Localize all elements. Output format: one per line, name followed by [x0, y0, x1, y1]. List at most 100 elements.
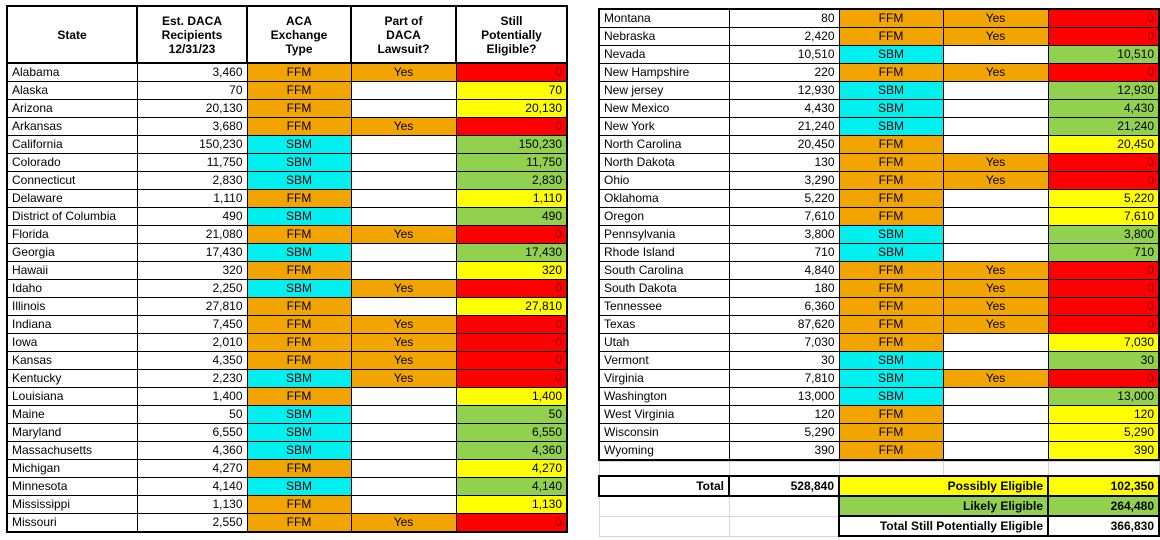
exchange-type-cell[interactable]: SBM: [246, 207, 352, 226]
lawsuit-cell[interactable]: Yes: [350, 225, 457, 244]
state-cell[interactable]: Washington: [598, 387, 730, 406]
lawsuit-cell[interactable]: Yes: [350, 369, 457, 388]
column-header-recipients[interactable]: Est. DACA Recipients 12/31/23: [136, 5, 248, 64]
state-cell[interactable]: Idaho: [6, 279, 138, 298]
recipients-cell[interactable]: 17,430: [136, 243, 248, 262]
recipients-cell[interactable]: 6,550: [136, 423, 248, 442]
eligible-cell[interactable]: 0: [455, 279, 568, 298]
recipients-cell[interactable]: 11,750: [136, 153, 248, 172]
eligible-cell[interactable]: 10,510: [1047, 45, 1160, 64]
lawsuit-cell[interactable]: [942, 135, 1049, 154]
state-cell[interactable]: New Mexico: [598, 99, 730, 118]
eligible-cell[interactable]: 490: [455, 207, 568, 226]
lawsuit-cell[interactable]: [942, 405, 1049, 424]
state-cell[interactable]: Kentucky: [6, 369, 138, 388]
empty-cell[interactable]: [728, 515, 840, 537]
eligible-cell[interactable]: 0: [455, 117, 568, 136]
recipients-cell[interactable]: 4,270: [136, 459, 248, 478]
state-cell[interactable]: Montana: [598, 8, 730, 28]
likely-eligible-label-cell[interactable]: Likely Eligible: [838, 495, 1049, 517]
lawsuit-cell[interactable]: Yes: [350, 351, 457, 370]
exchange-type-cell[interactable]: SBM: [246, 441, 352, 460]
empty-cell[interactable]: [728, 495, 840, 517]
recipients-cell[interactable]: 20,130: [136, 99, 248, 118]
state-cell[interactable]: South Carolina: [598, 261, 730, 280]
total-value-cell[interactable]: 528,840: [728, 475, 840, 497]
exchange-type-cell[interactable]: SBM: [838, 369, 944, 388]
lawsuit-cell[interactable]: [942, 99, 1049, 118]
lawsuit-cell[interactable]: [350, 459, 457, 478]
state-cell[interactable]: Arkansas: [6, 117, 138, 136]
recipients-cell[interactable]: 120: [728, 405, 840, 424]
exchange-type-cell[interactable]: SBM: [838, 99, 944, 118]
eligible-cell[interactable]: 6,550: [455, 423, 568, 442]
lawsuit-cell[interactable]: [350, 441, 457, 460]
recipients-cell[interactable]: 2,010: [136, 333, 248, 352]
state-cell[interactable]: Wyoming: [598, 441, 730, 461]
exchange-type-cell[interactable]: FFM: [838, 63, 944, 82]
state-cell[interactable]: Florida: [6, 225, 138, 244]
recipients-cell[interactable]: 7,610: [728, 207, 840, 226]
lawsuit-cell[interactable]: [350, 243, 457, 262]
state-cell[interactable]: Alabama: [6, 62, 138, 82]
recipients-cell[interactable]: 1,130: [136, 495, 248, 514]
lawsuit-cell[interactable]: [942, 189, 1049, 208]
recipients-cell[interactable]: 3,680: [136, 117, 248, 136]
recipients-cell[interactable]: 2,230: [136, 369, 248, 388]
exchange-type-cell[interactable]: FFM: [246, 315, 352, 334]
state-cell[interactable]: Oklahoma: [598, 189, 730, 208]
state-cell[interactable]: Kansas: [6, 351, 138, 370]
eligible-cell[interactable]: 4,430: [1047, 99, 1160, 118]
recipients-cell[interactable]: 12,930: [728, 81, 840, 100]
state-cell[interactable]: Maryland: [6, 423, 138, 442]
recipients-cell[interactable]: 70: [136, 81, 248, 100]
eligible-cell[interactable]: 0: [1047, 369, 1160, 388]
lawsuit-cell[interactable]: [350, 297, 457, 316]
eligible-cell[interactable]: 0: [455, 369, 568, 388]
lawsuit-cell[interactable]: [942, 45, 1049, 64]
exchange-type-cell[interactable]: FFM: [838, 135, 944, 154]
eligible-cell[interactable]: 5,220: [1047, 189, 1160, 208]
lawsuit-cell[interactable]: [350, 189, 457, 208]
state-cell[interactable]: New Hampshire: [598, 63, 730, 82]
lawsuit-cell[interactable]: Yes: [350, 513, 457, 533]
exchange-type-cell[interactable]: FFM: [246, 99, 352, 118]
exchange-type-cell[interactable]: FFM: [838, 405, 944, 424]
lawsuit-cell[interactable]: Yes: [350, 315, 457, 334]
exchange-type-cell[interactable]: FFM: [838, 261, 944, 280]
exchange-type-cell[interactable]: FFM: [246, 225, 352, 244]
eligible-cell[interactable]: 0: [1047, 27, 1160, 46]
state-cell[interactable]: Nevada: [598, 45, 730, 64]
eligible-cell[interactable]: 4,140: [455, 477, 568, 496]
eligible-cell[interactable]: 0: [1047, 261, 1160, 280]
lawsuit-cell[interactable]: Yes: [350, 62, 457, 82]
recipients-cell[interactable]: 180: [728, 279, 840, 298]
exchange-type-cell[interactable]: SBM: [838, 45, 944, 64]
eligible-cell[interactable]: 20,130: [455, 99, 568, 118]
recipients-cell[interactable]: 13,000: [728, 387, 840, 406]
state-cell[interactable]: Georgia: [6, 243, 138, 262]
recipients-cell[interactable]: 3,460: [136, 62, 248, 82]
recipients-cell[interactable]: 1,400: [136, 387, 248, 406]
state-cell[interactable]: Colorado: [6, 153, 138, 172]
exchange-type-cell[interactable]: FFM: [838, 315, 944, 334]
exchange-type-cell[interactable]: FFM: [838, 189, 944, 208]
eligible-cell[interactable]: 0: [455, 333, 568, 352]
recipients-cell[interactable]: 7,810: [728, 369, 840, 388]
state-cell[interactable]: Indiana: [6, 315, 138, 334]
recipients-cell[interactable]: 4,430: [728, 99, 840, 118]
lawsuit-cell[interactable]: [942, 225, 1049, 244]
lawsuit-cell[interactable]: [942, 117, 1049, 136]
exchange-type-cell[interactable]: FFM: [246, 117, 352, 136]
state-cell[interactable]: Hawaii: [6, 261, 138, 280]
exchange-type-cell[interactable]: FFM: [838, 153, 944, 172]
exchange-type-cell[interactable]: FFM: [246, 351, 352, 370]
state-cell[interactable]: Tennessee: [598, 297, 730, 316]
exchange-type-cell[interactable]: SBM: [246, 405, 352, 424]
eligible-cell[interactable]: 0: [1047, 279, 1160, 298]
eligible-cell[interactable]: 0: [455, 513, 568, 533]
empty-cell[interactable]: [1047, 461, 1160, 477]
exchange-type-cell[interactable]: SBM: [246, 171, 352, 190]
eligible-cell[interactable]: 0: [455, 62, 568, 82]
recipients-cell[interactable]: 220: [728, 63, 840, 82]
